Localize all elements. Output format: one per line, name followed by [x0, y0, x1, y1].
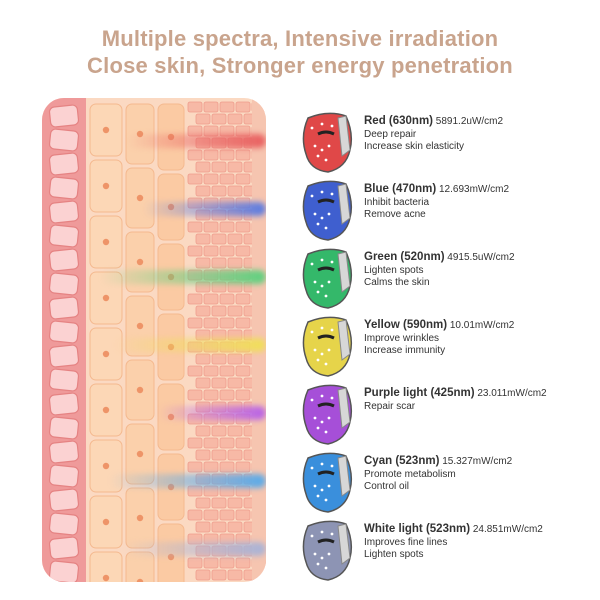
spectrum-name: Blue (470nm): [364, 183, 437, 195]
spectrum-title-line: Cyan (523nm) 15.327mW/cm2: [364, 454, 596, 469]
spectrum-name: Cyan (523nm): [364, 455, 440, 467]
spectrum-title-line: Blue (470nm) 12.693mW/cm2: [364, 182, 596, 197]
spectrum-benefit: Deep repair: [364, 129, 417, 140]
light-beam: [127, 134, 266, 148]
spectrum-power: 12.693mW/cm2: [436, 184, 510, 195]
light-beam: [109, 474, 266, 488]
headline-line-1: Multiple spectra, Intensive irradiation: [101, 26, 499, 51]
spectrum-benefit: Control oil: [364, 481, 410, 492]
spectrum-entry: Green (520nm) 4915.5uW/cm2 Lighten spots C…: [364, 250, 596, 289]
headline-line-2: Close skin, Stronger energy penetration: [87, 53, 513, 78]
light-beam: [123, 542, 266, 556]
spectrum-name: Green (520nm): [364, 251, 445, 263]
spectrum-power: 23.011mW/cm2: [474, 388, 547, 399]
spectrum-entry: Blue (470nm) 12.693mW/cm2 Inhibit bacteri…: [364, 182, 596, 221]
led-mask-icon: [298, 518, 356, 582]
led-mask-icon: [298, 246, 356, 310]
spectrum-benefit: Repair scar: [364, 401, 416, 412]
led-mask-icon: [298, 450, 356, 514]
spectrum-benefit: Remove acne: [364, 209, 426, 220]
spectrum-power: 24.851mW/cm2: [470, 524, 543, 535]
led-mask-icon: [298, 382, 356, 446]
spectrum-name: Purple light (425nm): [364, 387, 475, 399]
spectrum-title-line: Green (520nm) 4915.5uW/cm2: [364, 250, 596, 265]
led-mask-icon: [298, 314, 356, 378]
spectrum-name: Red (630nm): [364, 115, 434, 127]
spectrum-benefit: Increase immunity: [364, 345, 446, 356]
skin-layers-illustration: [42, 98, 266, 582]
spectrum-benefit: Lighten spots: [364, 265, 424, 276]
light-beam: [114, 338, 266, 352]
spectrum-benefit: Inhibit bacteria: [364, 197, 430, 208]
spectrum-name: Yellow (590nm): [364, 319, 448, 331]
spectrum-entry: Red (630nm) 5891.2uW/cm2 Deep repair Incre…: [364, 114, 596, 153]
spectrum-entry: White light (523nm) 24.851mW/cm2 Improves…: [364, 522, 596, 561]
spectrum-benefit: Improves fine lines: [364, 537, 448, 548]
spectrum-entry: Cyan (523nm) 15.327mW/cm2 Promote metabol…: [364, 454, 596, 493]
spectrum-power: 10.01mW/cm2: [447, 320, 515, 331]
spectrum-title-line: White light (523nm) 24.851mW/cm2: [364, 522, 596, 537]
led-mask-icon: [298, 178, 356, 242]
light-beam: [143, 202, 266, 216]
spectrum-benefit: Calms the skin: [364, 277, 430, 288]
spectrum-benefit: Improve wrinkles: [364, 333, 440, 344]
spectrum-entry: Yellow (590nm) 10.01mW/cm2 Improve wrinkl…: [364, 318, 596, 357]
led-mask-icon: [298, 110, 356, 174]
spectrum-title-line: Red (630nm) 5891.2uW/cm2: [364, 114, 596, 129]
spectrum-benefit: Promote metabolism: [364, 469, 456, 480]
spectrum-power: 5891.2uW/cm2: [433, 116, 504, 127]
spectrum-benefit: Lighten spots: [364, 549, 424, 560]
spectrum-entry: Purple light (425nm) 23.011mW/cm2 Repair …: [364, 386, 596, 413]
spectrum-power: 4915.5uW/cm2: [444, 252, 515, 263]
light-beam: [158, 406, 266, 420]
light-beam: [100, 270, 266, 284]
spectrum-power: 15.327mW/cm2: [439, 456, 513, 467]
spectrum-title-line: Purple light (425nm) 23.011mW/cm2: [364, 386, 596, 401]
spectrum-name: White light (523nm): [364, 523, 471, 535]
spectrum-title-line: Yellow (590nm) 10.01mW/cm2: [364, 318, 596, 333]
spectrum-benefit: Increase skin elasticity: [364, 141, 465, 152]
